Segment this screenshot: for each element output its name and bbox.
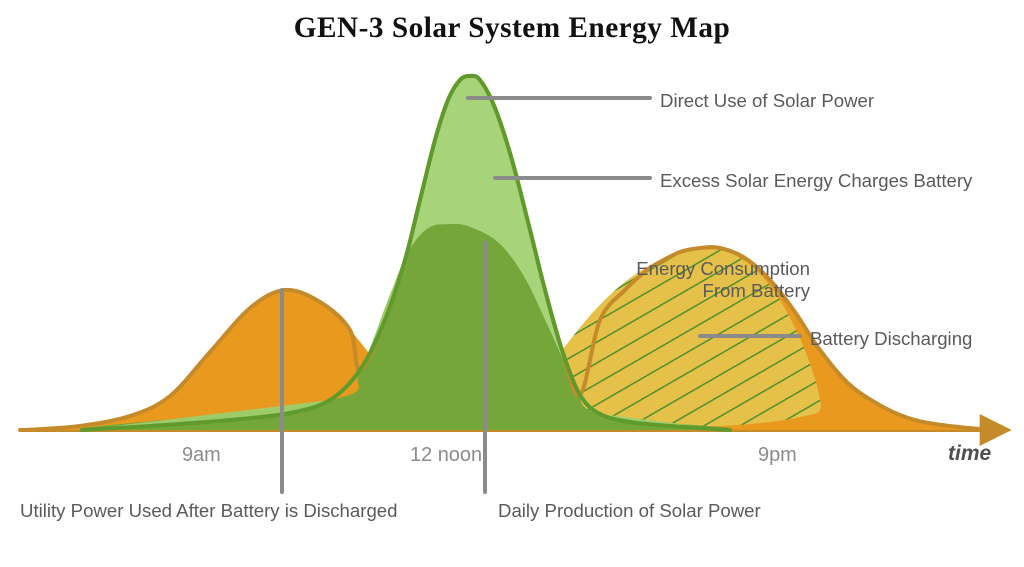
legend-batt_discharging: Battery Discharging — [810, 328, 972, 350]
annotation-utility_after_discharge: Utility Power Used After Battery is Disc… — [20, 500, 398, 522]
legend-direct_solar: Direct Use of Solar Power — [660, 90, 874, 112]
annotation-daily_production: Daily Production of Solar Power — [498, 500, 761, 522]
x-tick-9pm: 9pm — [758, 444, 797, 467]
energy-map-figure: GEN-3 Solar System Energy Map Direc — [0, 0, 1024, 567]
x-axis-label: time — [948, 442, 991, 466]
x-tick-12noon: 12 noon — [410, 444, 482, 467]
legend-energy_from_batt: Energy Consumption From Battery — [620, 258, 810, 303]
energy-map-svg — [0, 0, 1024, 567]
x-tick-9am: 9am — [182, 444, 221, 467]
legend-excess_charges: Excess Solar Energy Charges Battery — [660, 170, 972, 192]
